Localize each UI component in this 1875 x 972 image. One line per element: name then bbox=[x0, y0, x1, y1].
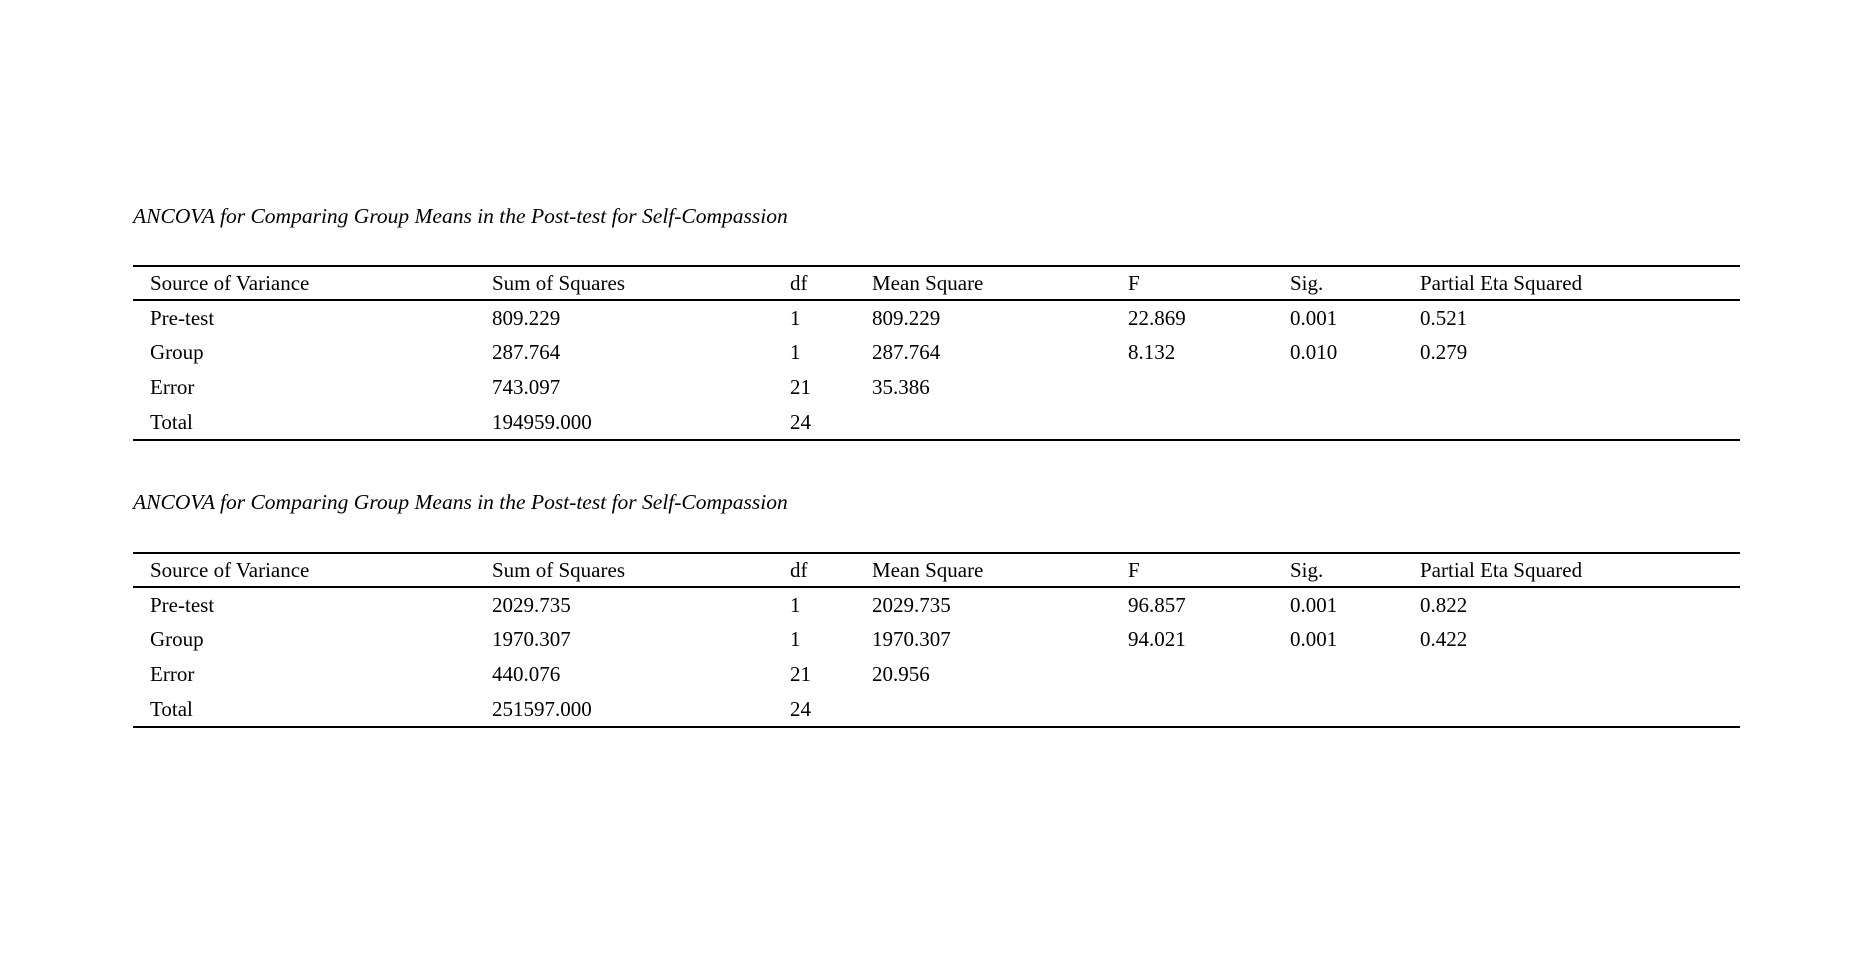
table-cell bbox=[1290, 370, 1420, 405]
table-cell: 8.132 bbox=[1128, 340, 1176, 364]
table-cell: Error bbox=[150, 375, 195, 399]
column-header: Sig. bbox=[1290, 557, 1324, 582]
table-cell: 35.386 bbox=[872, 375, 930, 399]
table-cell: 809.229 bbox=[872, 305, 941, 330]
column-header: Mean Square bbox=[872, 270, 984, 295]
ancova-table-2: Source of Variance Sum of Squares df Mean S… bbox=[133, 552, 1740, 728]
table-2-header-row: Source of Variance Sum of Squares df Mean S… bbox=[133, 553, 1740, 587]
table-row: Group 1970.307 1 1970.307 94.021 0.001 0.422 bbox=[133, 622, 1740, 657]
column-header: df bbox=[790, 557, 808, 582]
table-cell bbox=[1290, 692, 1420, 727]
table-row: Pre-test 2029.735 1 2029.735 96.857 0.001 0.82… bbox=[133, 587, 1740, 622]
table-cell: 0.521 bbox=[1420, 305, 1468, 330]
table-cell: Total bbox=[150, 409, 193, 434]
ancova-table-1: Source of Variance Sum of Squares df Mean S… bbox=[133, 265, 1740, 441]
table-cell: 0.001 bbox=[1290, 592, 1338, 617]
table-row: Total 251597.000 24 bbox=[133, 692, 1740, 727]
table-1-caption: ANCOVA for Comparing Group Means in the … bbox=[133, 204, 788, 228]
table-cell bbox=[1420, 692, 1740, 727]
table-cell: 1 bbox=[790, 340, 801, 364]
table-cell: Error bbox=[150, 662, 195, 686]
table-cell: 21 bbox=[790, 662, 811, 686]
table-cell bbox=[1420, 405, 1740, 440]
table-cell: 24 bbox=[790, 409, 811, 434]
table-cell: 251597.000 bbox=[492, 696, 592, 721]
table-cell: 20.956 bbox=[872, 662, 930, 686]
column-header: Mean Square bbox=[872, 557, 984, 582]
table-cell: 809.229 bbox=[492, 305, 561, 330]
table-2-caption: ANCOVA for Comparing Group Means in the … bbox=[133, 490, 788, 514]
column-header: Partial Eta Squared bbox=[1420, 557, 1583, 582]
table-cell: 0.822 bbox=[1420, 592, 1468, 617]
table-cell: 96.857 bbox=[1128, 592, 1186, 617]
table-row: Pre-test 809.229 1 809.229 22.869 0.001 0.521 bbox=[133, 300, 1740, 335]
column-header: df bbox=[790, 270, 808, 295]
column-header: Sum of Squares bbox=[492, 270, 625, 295]
table-cell bbox=[1290, 657, 1420, 692]
table-cell: 24 bbox=[790, 696, 811, 721]
table-cell: 21 bbox=[790, 375, 811, 399]
column-header: Sum of Squares bbox=[492, 557, 625, 582]
table-cell: Group bbox=[150, 627, 204, 651]
table-cell: 94.021 bbox=[1128, 627, 1186, 651]
table-cell bbox=[1128, 692, 1290, 727]
table-cell bbox=[1128, 657, 1290, 692]
table-cell bbox=[1420, 370, 1740, 405]
column-header: Sig. bbox=[1290, 270, 1324, 295]
table-cell: 287.764 bbox=[492, 340, 561, 364]
table-cell: 2029.735 bbox=[872, 592, 951, 617]
table-cell bbox=[1128, 405, 1290, 440]
table-cell: 0.279 bbox=[1420, 340, 1468, 364]
table-cell: Total bbox=[150, 696, 193, 721]
table-cell bbox=[1128, 370, 1290, 405]
table-cell: 1 bbox=[790, 305, 801, 330]
column-header: Source of Variance bbox=[150, 270, 310, 295]
table-cell: 0.001 bbox=[1290, 305, 1338, 330]
table-cell: 1970.307 bbox=[872, 627, 951, 651]
table-cell: 0.010 bbox=[1290, 340, 1338, 364]
table-cell: 0.422 bbox=[1420, 627, 1468, 651]
table-cell: Group bbox=[150, 340, 204, 364]
table-cell: Pre-test bbox=[150, 305, 215, 330]
table-cell: 2029.735 bbox=[492, 592, 571, 617]
column-header: F bbox=[1128, 270, 1140, 295]
table-cell: 1970.307 bbox=[492, 627, 571, 651]
table-cell: 0.001 bbox=[1290, 627, 1338, 651]
table-cell bbox=[1290, 405, 1420, 440]
column-header: Source of Variance bbox=[150, 557, 310, 582]
table-row: Group 287.764 1 287.764 8.132 0.010 0.279 bbox=[133, 335, 1740, 370]
table-cell: 1 bbox=[790, 627, 801, 651]
table-row: Total 194959.000 24 bbox=[133, 405, 1740, 440]
table-cell bbox=[872, 405, 1128, 440]
table-cell bbox=[1420, 657, 1740, 692]
table-row: Error 743.097 21 35.386 bbox=[133, 370, 1740, 405]
table-cell bbox=[872, 692, 1128, 727]
table-cell: 194959.000 bbox=[492, 409, 592, 434]
column-header: Partial Eta Squared bbox=[1420, 270, 1583, 295]
column-header: F bbox=[1128, 557, 1140, 582]
table-cell: Pre-test bbox=[150, 592, 215, 617]
table-cell: 440.076 bbox=[492, 662, 561, 686]
table-cell: 1 bbox=[790, 592, 801, 617]
table-cell: 22.869 bbox=[1128, 305, 1186, 330]
table-cell: 743.097 bbox=[492, 375, 561, 399]
table-row: Error 440.076 21 20.956 bbox=[133, 657, 1740, 692]
table-1-header-row: Source of Variance Sum of Squares df Mean S… bbox=[133, 266, 1740, 300]
table-cell: 287.764 bbox=[872, 340, 941, 364]
